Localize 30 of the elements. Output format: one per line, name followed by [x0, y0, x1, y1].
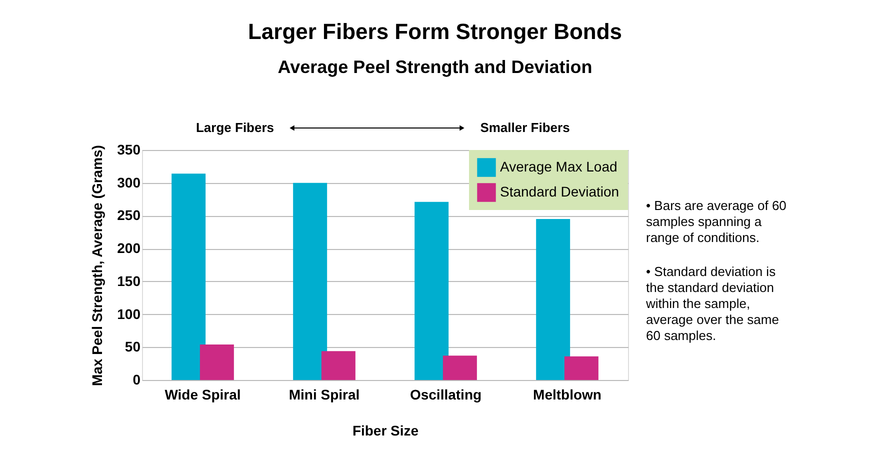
- y-tick-label: 300: [117, 174, 141, 190]
- y-tick-label: 350: [117, 142, 141, 158]
- text: Large Fibers: [196, 120, 274, 135]
- bar: [564, 356, 598, 380]
- bar: [414, 202, 449, 380]
- x-tick-label: Oscillating: [410, 386, 482, 402]
- chart-subtitle: Average Peel Strength and Deviation: [278, 57, 592, 77]
- x-axis-title: Fiber Size: [352, 422, 419, 438]
- bar: [536, 219, 570, 380]
- y-axis-title: Max Peel Strength, Average (Grams): [89, 145, 106, 386]
- y-tick-label: 50: [124, 338, 141, 355]
- x-tick-label: Meltblown: [533, 386, 602, 402]
- bar: [200, 344, 234, 380]
- bar: [442, 356, 477, 380]
- y-tick-label: 0: [132, 372, 141, 388]
- y-tick-label: 250: [117, 207, 141, 224]
- x-tick-label: Wide Spiral: [164, 386, 241, 402]
- y-tick-label: 100: [117, 306, 141, 322]
- legend-label: Standard Deviation: [500, 184, 620, 200]
- y-tick-label: 200: [117, 240, 141, 256]
- chart-title: Larger Fibers Form Stronger Bonds: [248, 19, 622, 44]
- x-tick-label: Mini Spiral: [288, 386, 360, 402]
- bar: [293, 182, 328, 380]
- legend-label: Average Max Load: [500, 158, 618, 174]
- text: • Bars are average of 60 samples spanning a range of conditions.: [646, 198, 786, 245]
- y-tick-label: 150: [117, 272, 141, 289]
- bar: [321, 351, 356, 380]
- bar: [172, 174, 206, 380]
- text: • Standard deviation is the standard deviation within the sample, average over the same 60 samples.: [645, 264, 779, 343]
- text: Smaller Fibers: [480, 120, 570, 135]
